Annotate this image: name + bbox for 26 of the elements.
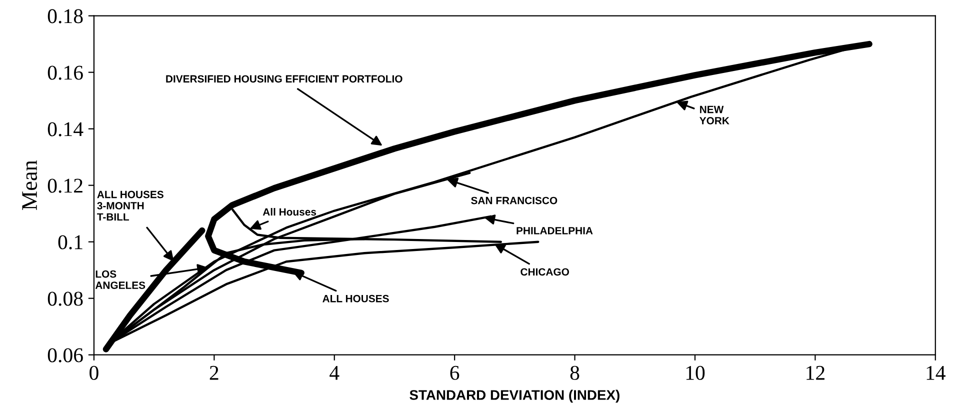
annotation: CHICAGO: [520, 268, 569, 276]
y-tick-label: 0.08: [48, 292, 83, 306]
annotation: All Houses: [262, 208, 316, 216]
annotation: SAN FRANCISCO: [471, 196, 558, 204]
y-tick-label: 0.14: [48, 122, 84, 136]
x-tick-label: 2: [210, 366, 218, 380]
annotation: ALL HOUSES: [322, 294, 389, 302]
y-tick-label: 0.16: [48, 66, 83, 80]
annotation: LOS ANGELES: [95, 270, 146, 289]
y-tick-label: 0.1: [58, 235, 82, 250]
x-tick-label: 6: [450, 366, 460, 380]
x-tick-label: 8: [570, 366, 580, 380]
annotation: ALL HOUSES 3-MONTH T-BILL: [97, 190, 164, 221]
x-tick-label: 0: [90, 366, 98, 380]
x-tick-label: 12: [806, 366, 824, 380]
y-tick-label: 0.12: [48, 178, 82, 193]
y-axis-title: Mean: [22, 160, 38, 210]
x-axis-title: STANDARD DEVIATION (INDEX): [410, 390, 620, 403]
x-tick-label: 14: [926, 366, 946, 380]
x-tick-label: 10: [686, 366, 705, 380]
annotation: PHILADELPHIA: [516, 227, 593, 234]
y-tick-label: 0.18: [48, 9, 83, 24]
y-tick-label: 0.06: [48, 348, 83, 362]
annotation: NEW YORK: [700, 106, 730, 124]
x-tick-label: 4: [330, 366, 340, 380]
annotation: DIVERSIFIED HOUSING EFFICIENT PORTFOLIO: [166, 75, 402, 83]
